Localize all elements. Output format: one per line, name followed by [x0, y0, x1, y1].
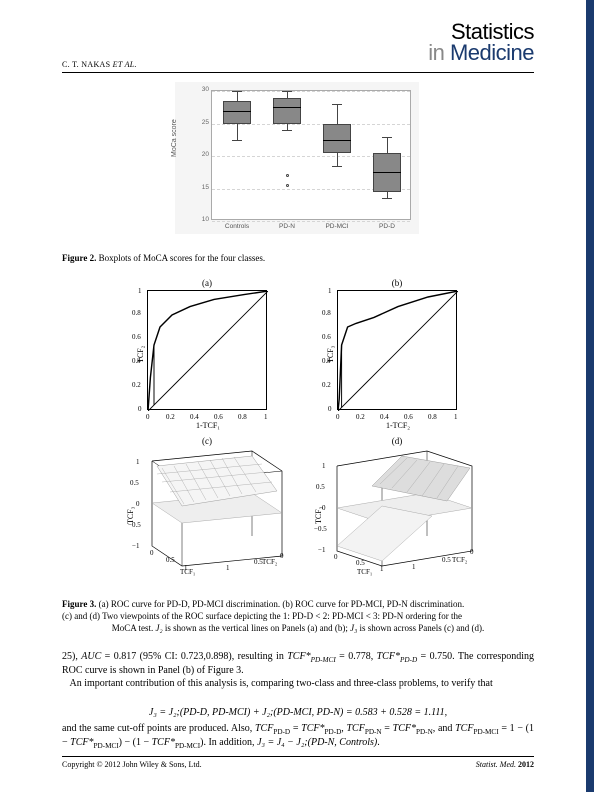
fig3-panel-d: (d) TCF₃ −1 −0.5 [302, 436, 492, 576]
fig3-b-axes: TCF₃ 1-TCF₂ 0 0.2 0.4 0.6 0.8 1 0 0.2 0.… [337, 290, 457, 410]
copyright: Copyright © 2012 John Wiley & Sons, Ltd. [62, 760, 202, 769]
fig3-panel-c: (c) [112, 436, 302, 576]
journal-logo: Statistics in Medicine [428, 22, 534, 64]
fig2-plot-area: Controls PD-N PD-MCI PD-D [211, 90, 411, 220]
footer-rule [62, 756, 534, 757]
footer-journal: Statist. Med. 2012 [476, 760, 534, 769]
fig2-xcat-0: Controls [212, 223, 262, 230]
equation-j3: J₃ = J₂;(PD-D, PD-MCI) + J₂;(PD-MCI, PD-… [62, 707, 534, 718]
running-head: C. T. NAKAS ET AL. [62, 60, 137, 69]
figure-2-caption: Figure 2. Boxplots of MoCA scores for th… [62, 252, 534, 264]
fig3-panel-b: (b) TCF₃ 1-TCF₂ 0 0.2 0.4 0.6 0.8 1 0 0.… [322, 278, 472, 410]
body-para-1: 25), AUC = 0.817 (95% CI: 0.723,0.898), … [62, 650, 534, 691]
fig3-a-axes: TCF₂ 1-TCF₁ 0 0.2 0.4 0.6 0.8 1 0 0.2 0.… [147, 290, 267, 410]
journal-title-2: in Medicine [428, 43, 534, 64]
fig2-xcat-3: PD-D [362, 223, 412, 230]
header-rule [62, 72, 534, 73]
figure-3: (a) TCF₂ 1-TCF₁ 0 0.2 0.4 0.6 0.8 1 0 0.… [102, 278, 494, 588]
fig2-xcat-2: PD-MCI [312, 223, 362, 230]
body-para-2: and the same cut-off points are produced… [62, 722, 534, 749]
figure-3-caption: Figure 3. (a) ROC curve for PD-D, PD-MCI… [62, 598, 534, 634]
figure-2-boxplot: MoCa score [175, 82, 419, 234]
side-accent-bar [586, 0, 594, 792]
fig3-c-surface: TCF₃ −1 −0.5 0 0.5 1 TCF₁ TCF₂ 0 0.5 1 0… [122, 446, 292, 576]
fig3-panel-a: (a) TCF₂ 1-TCF₁ 0 0.2 0.4 0.6 0.8 1 0 0.… [132, 278, 282, 410]
fig2-xcat-1: PD-N [262, 223, 312, 230]
fig2-ylabel: MoCa score [171, 119, 178, 157]
fig3-d-surface: TCF₃ −1 −0.5 0 0.5 1 TCF₁ TCF₂ 0 0.5 1 0… [312, 446, 482, 576]
page-footer: Copyright © 2012 John Wiley & Sons, Ltd.… [62, 760, 534, 769]
